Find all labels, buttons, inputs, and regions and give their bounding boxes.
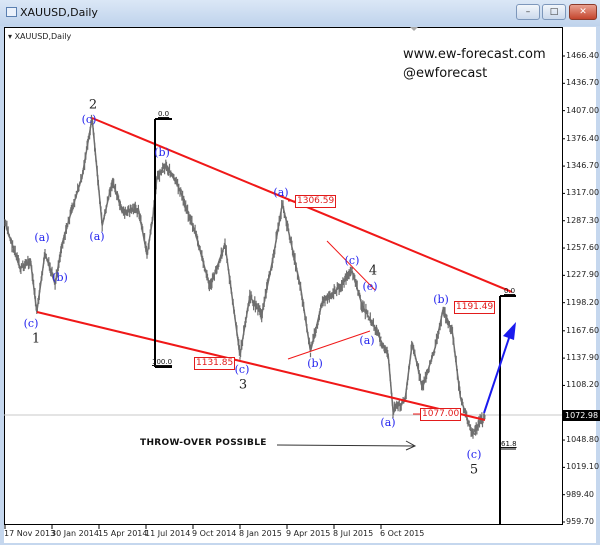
wave-label: (a) bbox=[273, 186, 289, 199]
throw-over-note: THROW-OVER POSSIBLE bbox=[140, 438, 267, 448]
date-tick-label: 9 Apr 2015 bbox=[286, 529, 331, 538]
watermark-site: www.ew-forecast.com bbox=[403, 47, 546, 62]
fib2-618-label: 61.8 bbox=[501, 440, 517, 448]
price-label-1131: 1131.85 bbox=[194, 357, 236, 370]
wave-label: (b) bbox=[307, 357, 323, 370]
wave4-upper-line[interactable] bbox=[326, 240, 376, 291]
fibonacci-tool-2[interactable] bbox=[499, 295, 516, 525]
wave4-lower-line[interactable] bbox=[287, 330, 371, 360]
plot-border bbox=[4, 27, 563, 525]
price-tick-label: 1466.40 bbox=[566, 51, 600, 60]
watermark-handle: @ewforecast bbox=[403, 66, 488, 81]
wave-label: (e) bbox=[362, 280, 378, 293]
price-tick-label: 959.70 bbox=[566, 517, 594, 526]
price-label-1306: 1306.59 bbox=[295, 195, 337, 208]
price-tick-label: 989.40 bbox=[566, 489, 594, 499]
price-label-1191: 1191.49 bbox=[454, 301, 496, 314]
wave-label: (c) bbox=[344, 254, 360, 267]
price-label-1077: 1077.00 bbox=[420, 408, 462, 421]
wave-label: (b) bbox=[433, 293, 449, 306]
price-tick-label: 1287.30 bbox=[566, 215, 600, 225]
chart-window-icon bbox=[6, 7, 17, 17]
wave-label: (a) bbox=[359, 334, 375, 347]
price-tick-label: 1198.20 bbox=[566, 297, 600, 307]
wave-label: (b) bbox=[52, 271, 68, 284]
price-tick-label: 1048.80 bbox=[566, 435, 600, 445]
price-tick-label: 1407.00 bbox=[566, 105, 600, 115]
fib1-100-label: 100.0 bbox=[152, 358, 173, 366]
price-tick-label: 1167.60 bbox=[566, 325, 600, 335]
wave-label: (b) bbox=[154, 146, 170, 159]
wave-number-2: 2 bbox=[88, 97, 98, 113]
wave-number-3: 3 bbox=[238, 377, 248, 393]
price-line bbox=[4, 117, 486, 437]
throw-over-arrow bbox=[276, 440, 417, 451]
chart-shift-marker[interactable] bbox=[410, 27, 418, 31]
price-tick-label: 1257.60 bbox=[566, 243, 600, 253]
price-tick-label: 1137.90 bbox=[566, 353, 600, 363]
wave-number-4: 4 bbox=[368, 263, 378, 279]
chart-symbol-label: ▾ XAUUSD,Daily bbox=[8, 32, 72, 41]
wave-label: (c) bbox=[23, 317, 39, 330]
forecast-arrow[interactable] bbox=[483, 322, 516, 414]
price-tick-label: 1227.90 bbox=[566, 270, 600, 280]
wave-label: (c) bbox=[234, 363, 250, 376]
fib1-0-label: 0.0 bbox=[158, 110, 170, 118]
window-titlebar: XAUUSD,Daily – □ ✕ bbox=[0, 0, 600, 26]
price-tick-label: 1317.00 bbox=[566, 188, 600, 198]
price-tick-label: 1019.10 bbox=[566, 462, 600, 472]
wave-label: (c) bbox=[81, 113, 97, 126]
wave-label: (c) bbox=[466, 448, 482, 461]
wave-label: (a) bbox=[34, 231, 50, 244]
wave-label: (a) bbox=[380, 416, 396, 429]
date-tick-label: 30 Jan 2014 bbox=[51, 529, 99, 538]
price-tick-label: 1108.20 bbox=[566, 380, 600, 390]
lower-channel-line[interactable] bbox=[36, 311, 486, 421]
date-tick-label: 15 Apr 2014 bbox=[98, 529, 148, 538]
minimize-button[interactable]: – bbox=[516, 4, 540, 20]
date-tick-label: 8 Jul 2015 bbox=[333, 529, 374, 538]
price-tick-label: 1376.40 bbox=[566, 133, 600, 143]
fib2-0-label: 0.0 bbox=[504, 287, 516, 295]
maximize-button[interactable]: □ bbox=[542, 4, 566, 20]
price-tick-label: 1436.70 bbox=[566, 78, 600, 88]
date-tick-label: 17 Nov 2013 bbox=[4, 529, 56, 538]
chart-symbol-text: XAUUSD,Daily bbox=[14, 32, 72, 41]
price-tick-label: 1346.70 bbox=[566, 161, 600, 171]
window-title: XAUUSD,Daily bbox=[20, 6, 98, 19]
date-tick-label: 6 Oct 2015 bbox=[380, 529, 425, 538]
wave-number-5: 5 bbox=[469, 462, 479, 478]
current-price-tag: 1072.98 bbox=[563, 410, 600, 421]
date-tick-label: 9 Oct 2014 bbox=[192, 529, 237, 538]
wave-label: (a) bbox=[89, 230, 105, 243]
fibonacci-tool-1[interactable] bbox=[154, 118, 172, 368]
date-tick-label: 11 Jul 2014 bbox=[145, 529, 191, 538]
close-button[interactable]: ✕ bbox=[569, 4, 597, 20]
date-tick-label: 8 Jan 2015 bbox=[239, 529, 282, 538]
wave-number-1: 1 bbox=[31, 331, 41, 347]
